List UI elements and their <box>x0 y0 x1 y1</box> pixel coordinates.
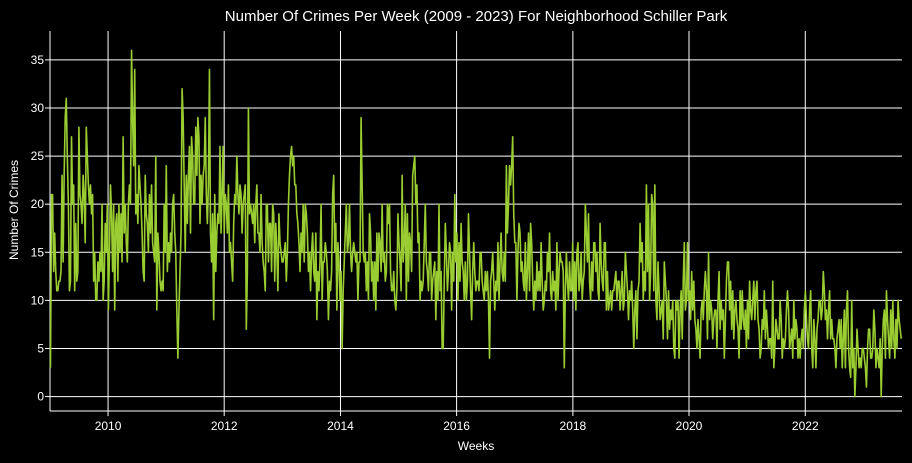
x-tick-label: 2022 <box>792 419 819 433</box>
x-tick-label: 2012 <box>211 419 238 433</box>
y-tick-label: 5 <box>37 341 44 355</box>
series <box>49 49 902 398</box>
y-ticks: 0 5 10 15 20 25 30 35 <box>31 53 50 404</box>
x-tick-label: 2014 <box>327 419 354 433</box>
y-tick-label: 30 <box>31 101 45 115</box>
x-tick-label: 2016 <box>443 419 470 433</box>
x-tick-label: 2020 <box>676 419 703 433</box>
y-tick-label: 0 <box>37 390 44 404</box>
y-tick-label: 10 <box>31 293 45 307</box>
y-tick-label: 15 <box>31 245 45 259</box>
y-tick-label: 35 <box>31 53 45 67</box>
x-tick-label: 2018 <box>560 419 587 433</box>
y-tick-label: 20 <box>31 197 45 211</box>
x-tick-label: 2010 <box>95 419 122 433</box>
x-axis-title: Weeks <box>458 439 494 453</box>
chart-title: Number Of Crimes Per Week (2009 - 2023) … <box>225 8 728 25</box>
y-tick-label: 25 <box>31 149 45 163</box>
x-ticks: 2010 2012 2014 2016 2018 2020 2022 <box>95 411 819 433</box>
series-line <box>49 49 902 398</box>
y-axis-title: Number Of Crimes <box>7 160 21 260</box>
